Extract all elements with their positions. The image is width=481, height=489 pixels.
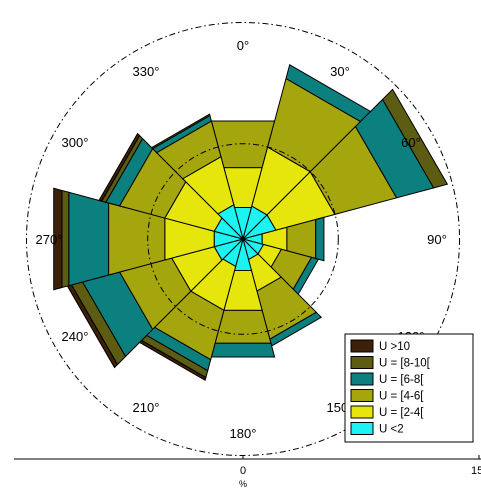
legend-label-4: U = [2-4[ [379,407,424,419]
sector-270 [53,187,245,291]
x-tick-label-0: 0 [240,465,246,477]
sector-60 [241,88,449,240]
legend-swatch-0 [350,339,374,353]
sector-0 [210,120,276,241]
direction-label-180: 180° [230,426,257,441]
sector-90 [241,216,325,262]
direction-label-330: 330° [133,64,160,79]
x-axis: 0 15 % [14,455,481,489]
sector-330 [150,113,244,241]
bar-270-bin-2 [68,191,110,287]
bar-330-bin-1 [150,113,211,150]
direction-label-270: 270° [36,232,63,247]
x-axis-label: % [239,479,247,489]
range-ring-5 [147,143,339,335]
sector-150 [242,237,323,347]
direction-label-90: 90° [427,232,447,247]
bar-180-bin-2 [210,342,276,358]
sector-30 [242,64,372,241]
legend-label-2: U = [6-8[ [379,374,424,386]
bar-300-bin-0 [98,132,141,202]
legend-swatch-5 [350,422,374,435]
sector-180 [210,237,276,358]
legend: U >10 U = [8-10[ U = [6-8[ U = [4-6[ U = [2-… [344,333,474,443]
direction-label-240: 240° [62,329,89,344]
bar-270-bin-0 [53,187,63,291]
legend-swatch-2 [350,372,374,386]
sector-120 [241,238,320,296]
sector-300 [98,132,245,240]
bar-270-bin-1 [61,189,70,289]
bar-180-bin-3 [214,309,272,344]
legend-label-5: U <2 [379,424,404,436]
legend-swatch-1 [350,356,374,369]
direction-label-210: 210° [133,400,160,415]
legend-swatch-4 [350,405,374,419]
bar-60-bin-1 [381,88,449,189]
legend-label-0: U >10 [379,341,410,353]
bar-90-bin-2 [315,216,325,262]
wind-rose-bars [53,64,449,382]
x-tick-label-15: 15 [471,465,481,477]
sector-210 [138,237,244,382]
direction-label-30: 30° [330,64,350,79]
direction-label-300: 300° [62,135,89,150]
legend-label-3: U = [4-6[ [379,391,424,403]
direction-label-60: 60° [401,135,421,150]
direction-label-0: 0° [237,38,249,53]
legend-swatch-3 [350,389,374,402]
legend-label-1: U = [8-10[ [379,358,431,370]
sector-240 [66,238,245,369]
